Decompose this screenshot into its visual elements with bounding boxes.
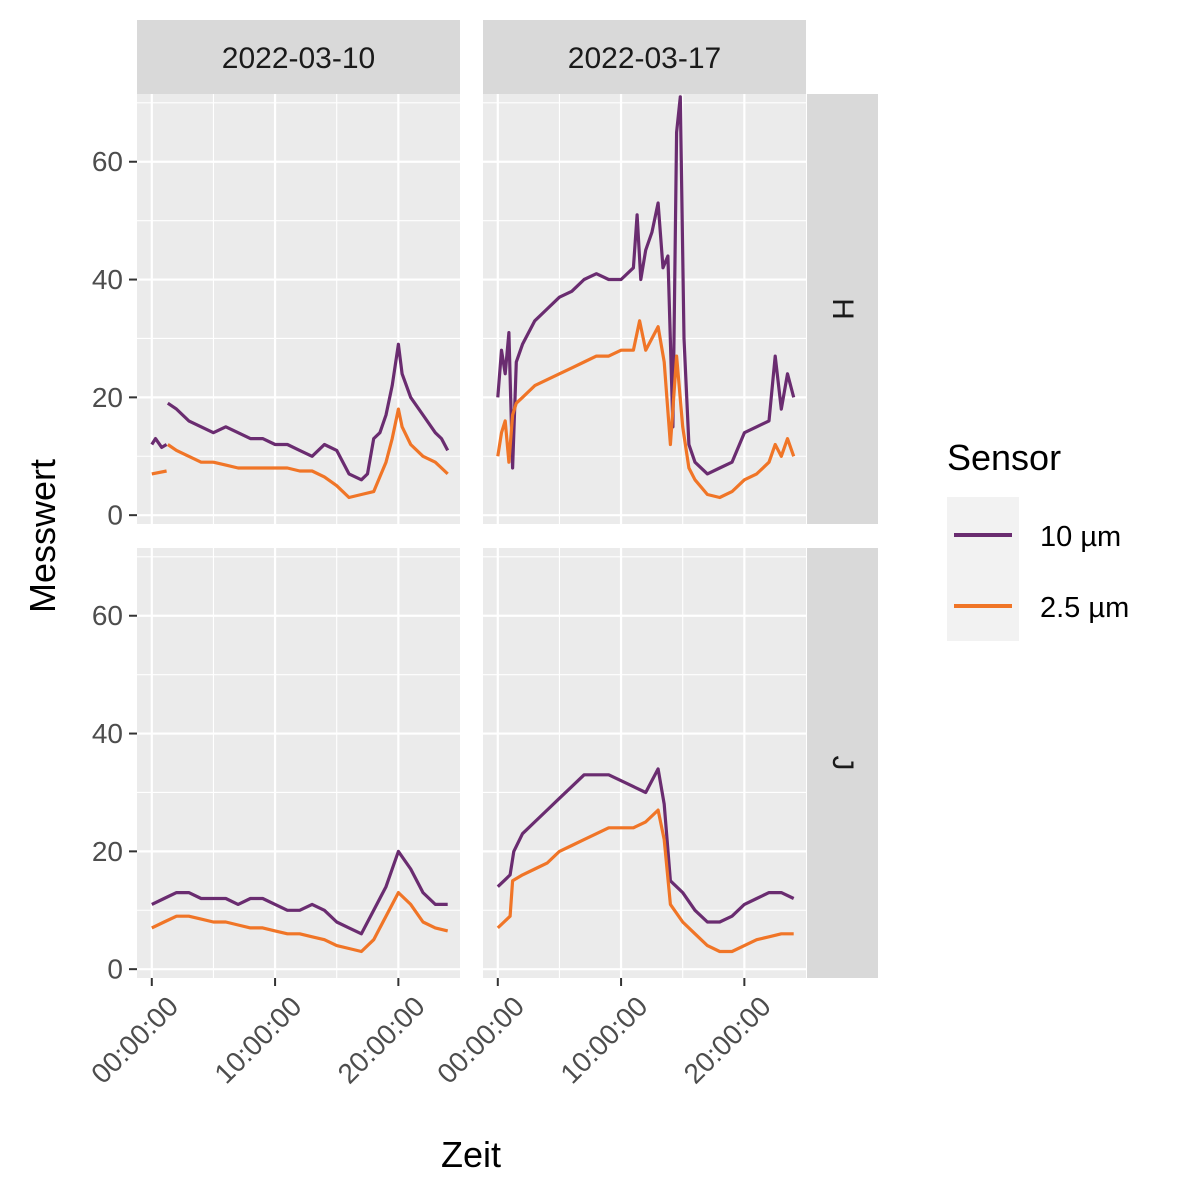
facet-label-row-2: J (826, 756, 859, 771)
panel-background (137, 94, 460, 524)
panel-2022-03-10-J: 0 20 40 60 00:00:00 10:00:00 20:00:00 (85, 548, 460, 1089)
y-tick-label: 60 (92, 600, 123, 631)
series-line-25m (496, 808, 794, 954)
series-line-10m (496, 767, 795, 924)
series-line-10m (496, 95, 796, 476)
y-tick-label: 40 (92, 718, 123, 749)
series-line-10m (166, 342, 450, 482)
legend-key-background (947, 497, 1019, 641)
facet-label-col-1: 2022-03-10 (222, 42, 375, 75)
facet-strip-col-1 (137, 20, 460, 94)
x-tick-label: 10:00:00 (208, 990, 307, 1089)
panel-background (483, 94, 806, 524)
panel-2022-03-10-H: 0 20 40 60 (92, 94, 460, 531)
series-line-25m (496, 319, 796, 500)
panel-2022-03-17-H (483, 94, 806, 524)
legend-label-2-5um: 2.5 µm (1040, 592, 1129, 624)
y-tick-label: 20 (92, 382, 123, 413)
y-axis-title: Messwert (22, 459, 63, 613)
x-tick-label: 20:00:00 (332, 990, 431, 1089)
y-tick-label: 0 (107, 500, 123, 531)
panel-2022-03-17-J: 00:00:00 10:00:00 20:00:00 (431, 548, 806, 1089)
series-line-25m (166, 407, 449, 500)
x-tick-label: 20:00:00 (678, 990, 777, 1089)
series-line-25m (151, 890, 449, 954)
series-line-25m (151, 469, 167, 476)
legend: Sensor 10 µm 2.5 µm (947, 437, 1129, 641)
y-tick-label: 60 (92, 146, 123, 177)
series-line-10m (151, 849, 448, 936)
legend-label-10um: 10 µm (1040, 521, 1121, 553)
legend-title: Sensor (947, 437, 1061, 478)
y-tick-label: 0 (107, 954, 123, 985)
facet-label-row-1: H (826, 298, 859, 320)
panel-background (483, 548, 806, 978)
series-line-10m (150, 437, 168, 449)
x-tick-label: 00:00:00 (431, 990, 530, 1089)
facet-label-col-2: 2022-03-17 (568, 42, 721, 75)
x-tick-label: 10:00:00 (554, 990, 653, 1089)
y-tick-label: 40 (92, 264, 123, 295)
facet-strip-row-1 (807, 94, 878, 524)
x-tick-label: 00:00:00 (85, 990, 184, 1089)
y-tick-label: 20 (92, 836, 123, 867)
facet-strip-col-2 (483, 20, 806, 94)
facet-strip-row-2 (807, 548, 878, 978)
panel-background (137, 548, 460, 978)
x-axis-title: Zeit (441, 1134, 501, 1175)
